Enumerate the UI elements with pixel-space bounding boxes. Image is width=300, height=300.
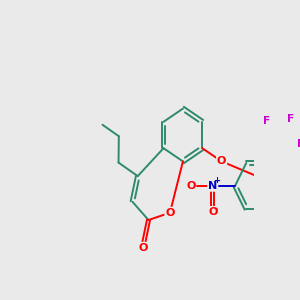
Text: F: F (287, 114, 294, 124)
Text: F: F (263, 116, 270, 126)
Text: +: + (214, 176, 220, 185)
Text: N: N (208, 181, 218, 191)
Text: O: O (165, 208, 175, 218)
Text: O: O (217, 156, 226, 167)
Text: O: O (208, 207, 218, 217)
Text: O: O (138, 243, 147, 253)
Text: O: O (186, 181, 195, 191)
Text: F: F (297, 140, 300, 149)
Text: -: - (214, 203, 218, 213)
